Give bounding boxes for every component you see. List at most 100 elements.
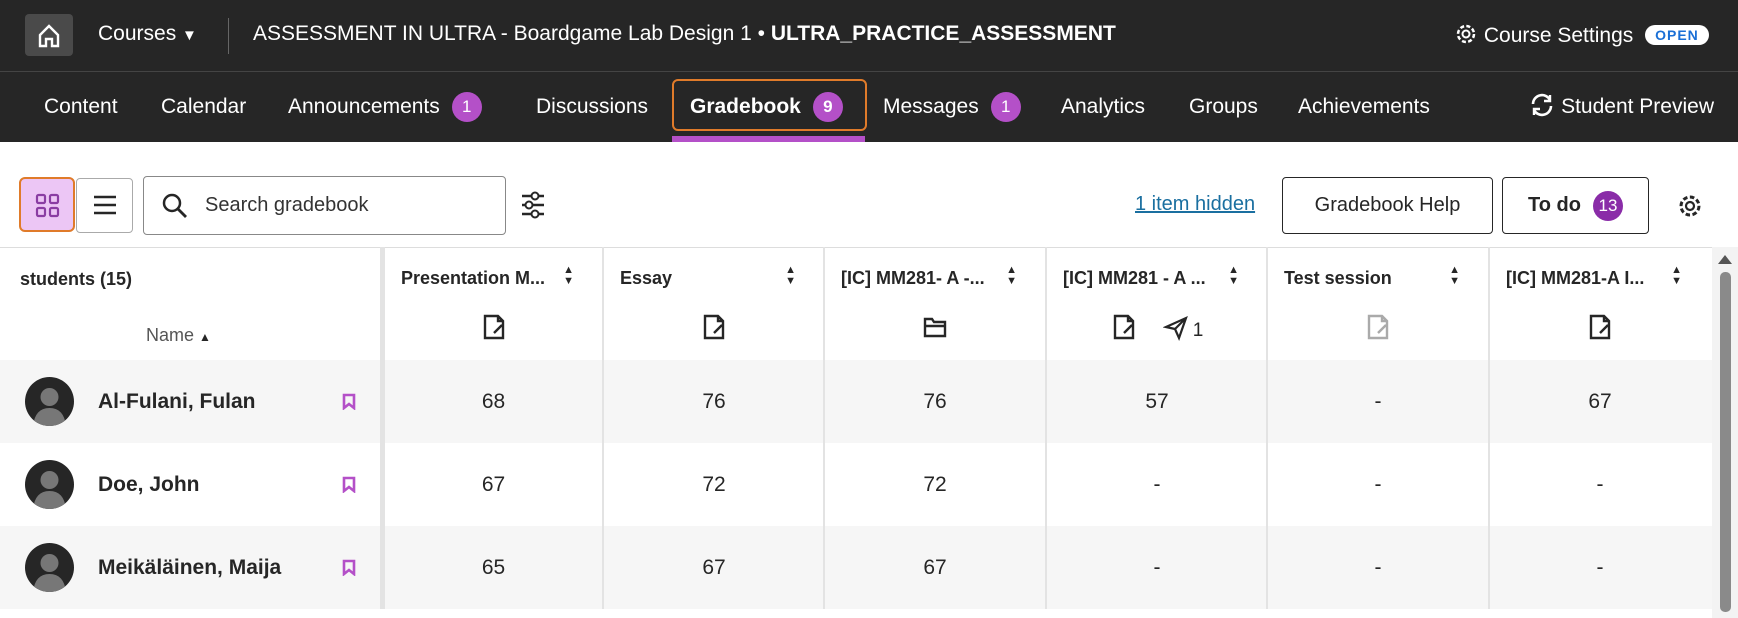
avatar xyxy=(25,543,74,592)
grade-cell[interactable]: 68 xyxy=(380,360,602,443)
top-bar: Courses ▼ ASSESSMENT IN ULTRA - Boardgam… xyxy=(0,0,1738,71)
grade-cell[interactable]: 65 xyxy=(380,526,602,609)
sort-icon: ▲ ▼ xyxy=(1006,264,1017,287)
nav-item[interactable]: Achievements xyxy=(1298,72,1430,142)
column-header[interactable]: Test session ▲ ▼ xyxy=(1266,247,1488,360)
nav-label: Analytics xyxy=(1061,95,1146,118)
grade-cell[interactable]: 67 xyxy=(380,443,602,526)
nav-item[interactable]: Content xyxy=(44,72,118,142)
column-header[interactable]: Presentation M... ▲ ▼ xyxy=(380,247,602,360)
todo-button[interactable]: To do 13 xyxy=(1502,177,1649,234)
grade-cell[interactable]: - xyxy=(1266,360,1488,443)
grade-cell[interactable]: - xyxy=(1488,443,1710,526)
course-title: ASSESSMENT IN ULTRA - Boardgame Lab Desi… xyxy=(253,22,1116,46)
separator: • xyxy=(757,22,765,45)
grade-cell[interactable]: 57 xyxy=(1045,360,1267,443)
nav-label: Messages xyxy=(883,95,979,118)
student-name[interactable]: Meikäläinen, Maija xyxy=(98,556,282,579)
nav-item[interactable]: Calendar xyxy=(161,72,246,142)
course-settings[interactable]: Course Settings OPEN xyxy=(1454,22,1709,48)
nav-label: Gradebook xyxy=(690,95,801,118)
grade-cell[interactable]: - xyxy=(1045,526,1267,609)
item-icon xyxy=(1490,313,1710,346)
course-name: ASSESSMENT IN ULTRA - Boardgame Lab Desi… xyxy=(253,22,752,45)
flag-icon xyxy=(342,559,356,581)
item-icon xyxy=(825,313,1045,346)
grade-cell[interactable]: 72 xyxy=(823,443,1045,526)
nav-badge: 1 xyxy=(990,92,1021,123)
grade-cell[interactable]: 67 xyxy=(602,526,824,609)
nav-label: Groups xyxy=(1189,95,1258,118)
sort-icon: ▲ ▼ xyxy=(563,264,574,287)
grade-cell[interactable]: - xyxy=(1488,526,1710,609)
flag-icon xyxy=(342,476,356,498)
settings-label: Course Settings xyxy=(1483,24,1634,47)
grade-cell[interactable]: 67 xyxy=(823,526,1045,609)
name-label: Name xyxy=(146,325,195,345)
help-button[interactable]: Gradebook Help xyxy=(1282,177,1493,234)
student-row: Doe, John 67 72 72- - - xyxy=(0,443,1712,526)
students-header: students (15) Name ▲ xyxy=(0,247,380,360)
grade-cell[interactable]: 76 xyxy=(823,360,1045,443)
grade-cell[interactable]: 76 xyxy=(602,360,824,443)
sort-icon: ▲ ▼ xyxy=(1449,264,1460,287)
column-header[interactable]: [IC] MM281-A I... ▲ ▼ xyxy=(1488,247,1710,360)
student-row: Meikäläinen, Maija 65 67 67- - - xyxy=(0,526,1712,609)
sort-icon: ▲ ▼ xyxy=(1671,264,1682,287)
column-header[interactable]: [IC] MM281 - A ... ▲ ▼ 1 xyxy=(1045,247,1267,360)
nav-item[interactable]: Messages 1 xyxy=(883,72,1021,142)
nav-badge: 1 xyxy=(451,92,482,123)
name-sort[interactable]: Name ▲ xyxy=(146,325,211,345)
todo-count: 13 xyxy=(1592,190,1623,221)
nav-label: Calendar xyxy=(161,95,247,118)
list-view-button[interactable] xyxy=(76,178,133,233)
item-icon xyxy=(385,313,602,346)
column-title: Presentation M... xyxy=(401,268,546,288)
grade-cell[interactable]: - xyxy=(1266,526,1488,609)
student-row: Al-Fulani, Fulan 68 76 76 57-67 xyxy=(0,360,1712,443)
course-id: ULTRA_PRACTICE_ASSESSMENT xyxy=(770,22,1116,45)
grade-cell[interactable]: - xyxy=(1266,443,1488,526)
nav-label: Content xyxy=(44,95,118,118)
todo-label: To do xyxy=(1528,194,1581,216)
search-box[interactable]: Search gradebook xyxy=(143,176,506,235)
nav-label: Announcements xyxy=(288,95,440,118)
student-preview[interactable]: Student Preview xyxy=(1529,72,1714,142)
avatar xyxy=(25,377,74,426)
filter-button[interactable] xyxy=(518,190,548,220)
column-title: [IC] MM281- A -... xyxy=(841,268,985,288)
nav-item[interactable]: Analytics xyxy=(1061,72,1145,142)
item-icon xyxy=(1268,313,1488,346)
student-name[interactable]: Al-Fulani, Fulan xyxy=(98,390,256,413)
settings-button[interactable] xyxy=(1676,192,1704,220)
flag-icon xyxy=(342,393,356,415)
column-title: [IC] MM281 - A ... xyxy=(1063,268,1206,288)
submission-count: 1 xyxy=(1192,320,1204,341)
nav-item[interactable]: Groups xyxy=(1189,72,1258,142)
nav-item[interactable]: Announcements 1 xyxy=(288,72,482,142)
students-count: students (15) xyxy=(20,269,133,289)
courses-label: Courses xyxy=(98,22,177,45)
toolbar: Search gradebook 1 item hidden Gradebook… xyxy=(0,142,1738,248)
grade-cell[interactable]: 67 xyxy=(1488,360,1710,443)
scrollbar xyxy=(1712,247,1738,618)
column-header[interactable]: Essay ▲ ▼ xyxy=(602,247,824,360)
grade-cell[interactable]: 72 xyxy=(602,443,824,526)
hidden-items-link[interactable]: 1 item hidden xyxy=(1135,193,1256,215)
sort-icon: ▲ ▼ xyxy=(785,264,796,287)
student-name[interactable]: Doe, John xyxy=(98,473,200,496)
active-underline xyxy=(672,136,865,142)
column-title: Test session xyxy=(1284,268,1392,288)
search-placeholder: Search gradebook xyxy=(205,194,369,216)
nav-item[interactable]: Gradebook 9 xyxy=(690,72,843,142)
grade-cell[interactable]: - xyxy=(1045,443,1267,526)
item-icon xyxy=(604,313,824,346)
nav-item[interactable]: Discussions xyxy=(536,72,648,142)
nav-label: Discussions xyxy=(536,95,649,118)
avatar xyxy=(25,460,74,509)
home-button[interactable] xyxy=(25,14,73,56)
active-outline xyxy=(672,79,867,131)
column-header[interactable]: [IC] MM281- A -... ▲ ▼ xyxy=(823,247,1045,360)
grid-view-button[interactable] xyxy=(19,177,75,232)
courses-menu[interactable]: Courses ▼ xyxy=(98,22,197,45)
